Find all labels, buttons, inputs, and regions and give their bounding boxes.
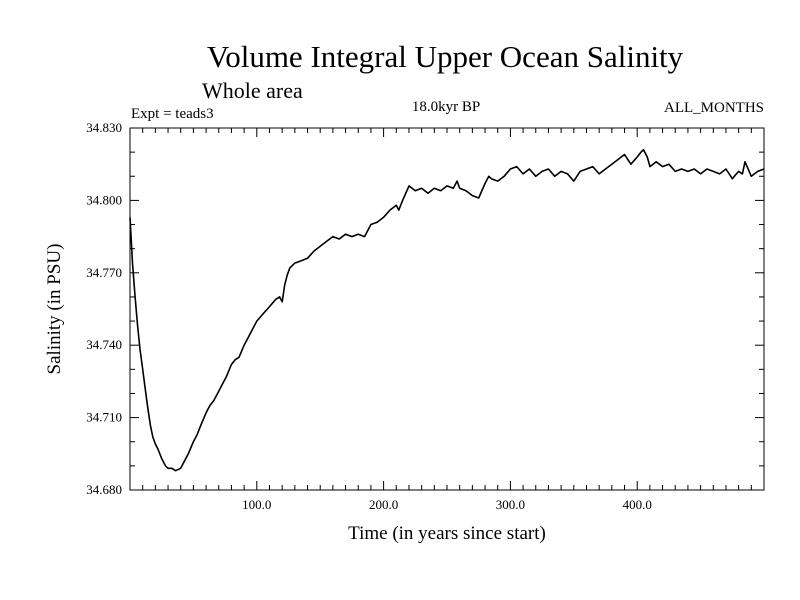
y-tick-label: 34.710	[86, 410, 122, 425]
x-tick-label: 200.0	[369, 497, 398, 512]
x-tick-label: 300.0	[496, 497, 525, 512]
x-tick-label: 100.0	[242, 497, 271, 512]
y-axis-label: Salinity (in PSU)	[44, 244, 65, 375]
y-tick-label: 34.770	[86, 265, 122, 280]
chart-title: Volume Integral Upper Ocean Salinity	[207, 39, 684, 74]
x-tick-label: 400.0	[623, 497, 652, 512]
axis-ticks	[130, 128, 764, 490]
x-axis-label: Time (in years since start)	[348, 523, 546, 544]
chart-subtitle: Whole area	[202, 78, 303, 103]
period-label: 18.0kyr BP	[412, 99, 480, 115]
months-label: ALL_MONTHS	[664, 100, 764, 116]
experiment-label: Expt = teads3	[131, 106, 214, 122]
y-tick-label: 34.830	[86, 120, 122, 135]
salinity-series-line	[129, 148, 765, 472]
y-tick-label: 34.740	[86, 337, 122, 352]
y-tick-label: 34.680	[86, 482, 122, 497]
plot-frame	[129, 127, 765, 491]
tick-labels: 100.0 200.0 300.0 400.0 34.680 34.710 34.740 34…	[86, 120, 652, 512]
y-tick-label: 34.800	[86, 192, 122, 207]
